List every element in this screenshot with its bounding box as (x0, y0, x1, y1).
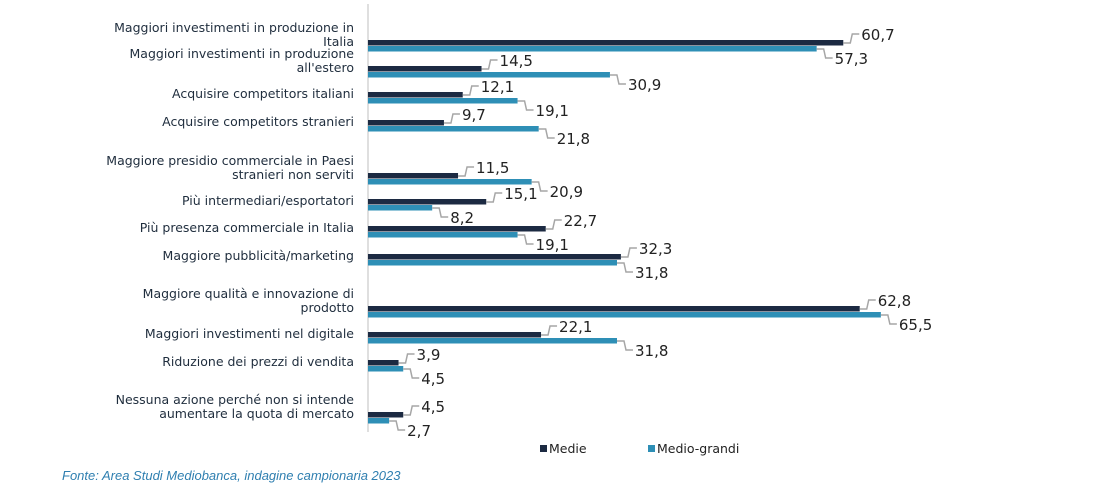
value-label: 32,3 (639, 240, 672, 258)
value-label: 22,1 (559, 318, 592, 336)
value-label: 60,7 (861, 26, 894, 44)
value-label: 8,2 (450, 209, 474, 227)
bar-medie (368, 332, 542, 338)
value-label: 15,1 (504, 185, 537, 203)
value-label: 3,9 (417, 346, 441, 364)
leader-line (843, 33, 860, 44)
legend-swatch (540, 445, 547, 452)
bar-medie (368, 226, 546, 232)
bar-medie (368, 306, 860, 312)
category-label: Nessuna azione perché non si intende aume… (116, 392, 355, 421)
leader-line (880, 314, 897, 325)
bar-medio-grandi (368, 46, 817, 52)
category-label: Maggiore presidio commerciale in Paesi st… (106, 153, 354, 182)
value-label: 4,5 (421, 398, 445, 416)
leader-line (481, 59, 498, 70)
bar-medie (368, 360, 399, 366)
bar-medie (368, 173, 459, 179)
value-label: 9,7 (462, 106, 486, 124)
leader-line (816, 48, 833, 59)
value-label: 31,8 (635, 264, 668, 282)
leader-line (403, 368, 420, 379)
bar-medio-grandi (368, 366, 404, 372)
category-label: Più intermediari/esportatori (182, 193, 354, 208)
bar-medio-grandi (368, 72, 610, 78)
legend-label: Medio-grandi (657, 441, 739, 456)
leader-line (616, 340, 633, 351)
category-label: Maggiori investimenti nel digitale (145, 326, 354, 341)
bar-medie (368, 120, 444, 126)
category-label: Maggiore qualità e innovazione di prodott… (143, 286, 354, 315)
category-label: Maggiori investimenti in produzione in It… (114, 20, 354, 49)
value-label: 20,9 (550, 183, 583, 201)
value-label: 31,8 (635, 342, 668, 360)
leader-line (443, 113, 460, 124)
leader-line (616, 262, 633, 273)
bar-medio-grandi (368, 418, 390, 424)
bar-medie (368, 92, 463, 98)
value-label: 12,1 (481, 78, 514, 96)
bar-medio-grandi (368, 205, 433, 211)
leader-line (859, 299, 876, 310)
bar-medie (368, 254, 621, 260)
bar-medio-grandi (368, 312, 881, 318)
leader-line (403, 405, 420, 416)
leader-line (462, 85, 479, 96)
bar-medie (368, 66, 482, 72)
category-label: Riduzione dei prezzi di vendita (162, 354, 354, 369)
source-note: Fonte: Area Studi Mediobanca, indagine c… (62, 468, 401, 483)
bar-medie (368, 199, 487, 205)
leader-line (531, 181, 548, 192)
category-label: Maggiori investimenti in produzione all'e… (130, 46, 355, 75)
leader-line (389, 420, 406, 431)
leader-line (545, 219, 562, 230)
bar-medie (368, 40, 844, 46)
leader-line (517, 100, 534, 111)
leader-line (458, 166, 475, 177)
bar-medio-grandi (368, 338, 617, 344)
value-label: 21,8 (557, 130, 590, 148)
category-label: Più presenza commerciale in Italia (140, 220, 354, 235)
value-label: 19,1 (536, 102, 569, 120)
legend-swatch (648, 445, 655, 452)
category-label: Acquisire competitors stranieri (162, 114, 354, 129)
value-label: 57,3 (835, 50, 868, 68)
category-label: Acquisire competitors italiani (172, 86, 354, 101)
value-label: 62,8 (878, 292, 911, 310)
value-label: 11,5 (476, 159, 509, 177)
value-label: 65,5 (899, 316, 932, 334)
leader-line (486, 192, 503, 203)
leader-line (432, 207, 449, 218)
value-label: 19,1 (536, 236, 569, 254)
bar-medio-grandi (368, 179, 532, 185)
value-label: 4,5 (421, 370, 445, 388)
value-label: 14,5 (500, 52, 533, 70)
leader-line (538, 128, 555, 139)
value-label: 30,9 (628, 76, 661, 94)
value-label: 2,7 (407, 422, 431, 440)
legend: Medie Medio-grandi (540, 441, 739, 456)
leader-line (620, 247, 637, 258)
bar-medio-grandi (368, 98, 518, 104)
leader-line (398, 353, 415, 364)
leader-line (609, 74, 626, 85)
bar-medio-grandi (368, 126, 539, 132)
category-label: Maggiore pubblicità/marketing (163, 248, 354, 263)
bar-medio-grandi (368, 260, 617, 266)
value-label: 22,7 (564, 212, 597, 230)
leader-line (517, 234, 534, 245)
leader-line (541, 325, 558, 336)
bar-chart: Maggiori investimenti in produzione in It… (106, 4, 932, 456)
bar-medie (368, 412, 404, 418)
bar-medio-grandi (368, 232, 518, 238)
legend-label: Medie (549, 441, 587, 456)
